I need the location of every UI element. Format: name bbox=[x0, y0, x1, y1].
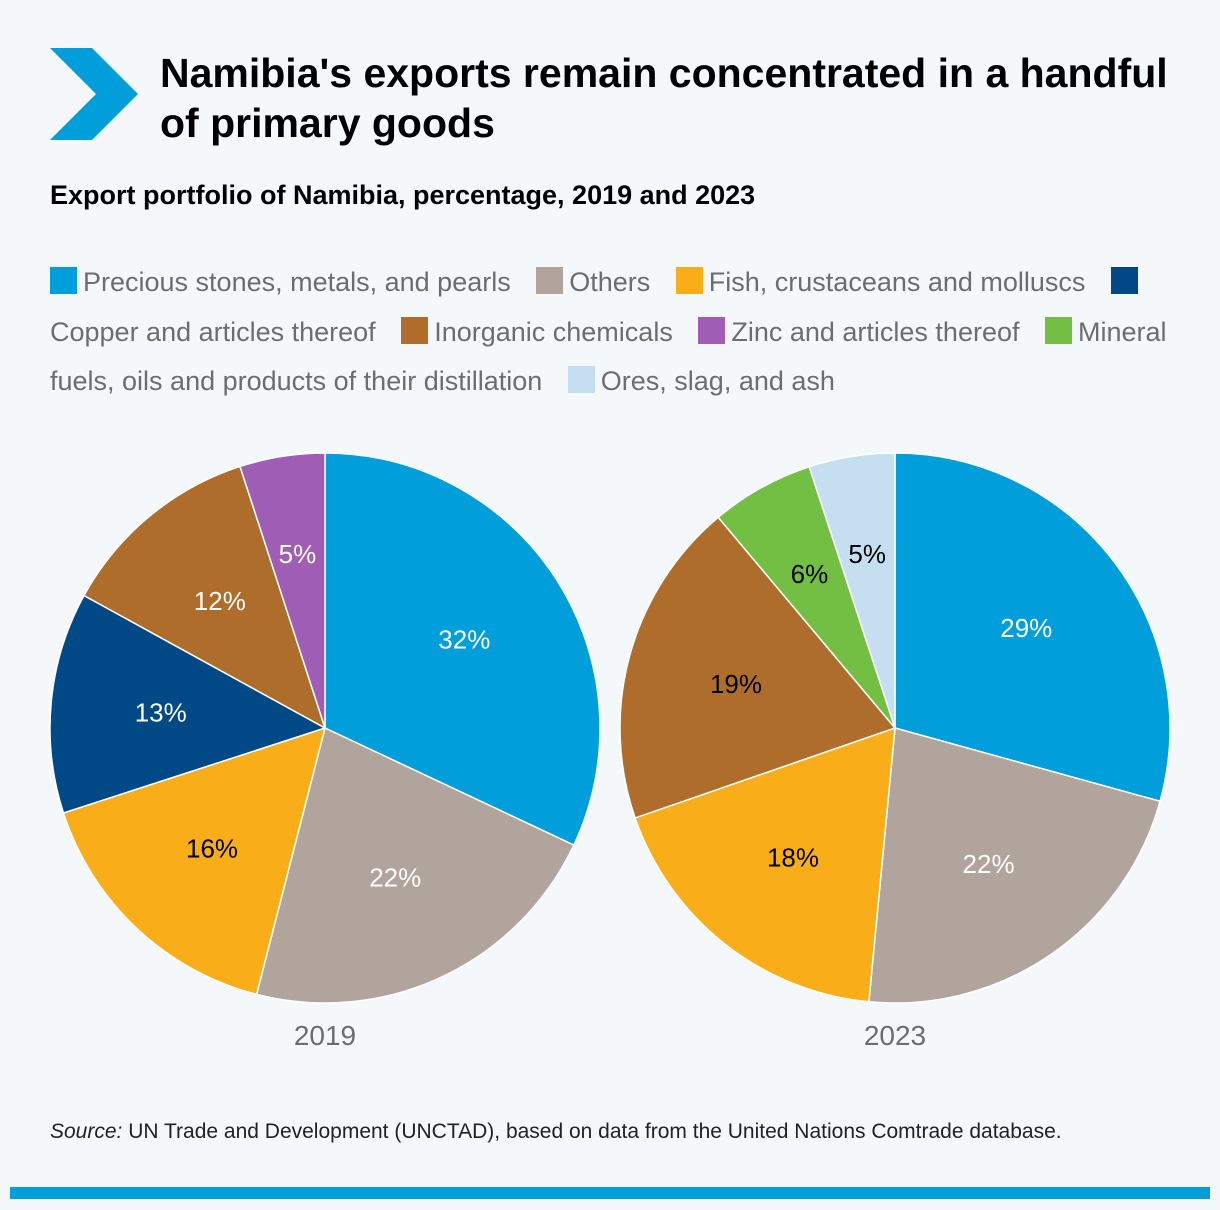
data-label: 5% bbox=[279, 539, 317, 569]
data-label: 6% bbox=[791, 559, 829, 589]
legend-item: Fish, crustaceans and molluscs bbox=[675, 267, 1086, 297]
data-label: 22% bbox=[963, 849, 1015, 879]
legend-swatch bbox=[536, 267, 564, 294]
legend-item: Precious stones, metals, and pearls bbox=[50, 267, 511, 297]
bottom-accent-bar bbox=[10, 1187, 1210, 1199]
legend-item: Zinc and articles thereof bbox=[698, 316, 1020, 347]
data-label: 5% bbox=[848, 539, 886, 569]
pie-slice bbox=[868, 727, 1161, 1004]
legend-swatch bbox=[1045, 316, 1072, 344]
pie-slice bbox=[634, 726, 896, 1003]
pie-slice bbox=[808, 452, 896, 729]
legend-item: Others bbox=[536, 267, 650, 297]
legend-swatch bbox=[698, 316, 726, 344]
data-label: 16% bbox=[186, 833, 238, 863]
data-label: 13% bbox=[135, 697, 187, 727]
legend-item: Copper and articles thereof bbox=[50, 267, 1144, 347]
chart-subtitle: Export portfolio of Namibia, percentage,… bbox=[50, 180, 756, 210]
legend-label: Precious stones, metals, and pearls bbox=[83, 267, 511, 297]
legend-item: Inorganic chemicals bbox=[401, 316, 673, 347]
legend-label: Inorganic chemicals bbox=[434, 316, 673, 347]
chevron-right-icon bbox=[50, 48, 138, 140]
pie-slice bbox=[255, 726, 575, 1004]
legend-label: Ores, slag, and ash bbox=[600, 366, 835, 396]
pie-slice bbox=[82, 465, 327, 730]
source-label: Source: bbox=[50, 1120, 123, 1143]
legend-label: Mineral fuels, oils and products of thei… bbox=[50, 316, 1167, 397]
pie-year-label: 2019 bbox=[294, 1020, 356, 1051]
legend-label: Copper and articles thereof bbox=[50, 316, 376, 347]
legend-swatch bbox=[567, 366, 595, 393]
pie-slice bbox=[49, 594, 327, 814]
pie-year-label: 2023 bbox=[864, 1020, 926, 1051]
data-label: 32% bbox=[438, 625, 490, 655]
legend-label: Fish, crustaceans and molluscs bbox=[708, 267, 1086, 297]
pie-slice bbox=[894, 452, 1171, 803]
legend-swatch bbox=[50, 267, 77, 294]
data-label: 18% bbox=[767, 843, 819, 873]
pie-slice bbox=[62, 726, 327, 996]
pie-slice bbox=[619, 516, 897, 819]
legend-label: Others bbox=[569, 267, 651, 297]
pie-charts: 32% 22% 16% 13% 12% 5% 2019 29% 22% 18% 19% 6% 5% 202… bbox=[49, 452, 1171, 1051]
data-label: 19% bbox=[710, 669, 762, 699]
data-label: 29% bbox=[1000, 613, 1052, 643]
pie-slice bbox=[324, 452, 601, 847]
chart-title: Namibia's exports remain concentrated in… bbox=[160, 50, 1168, 146]
legend-item: Ores, slag, and ash bbox=[567, 366, 835, 396]
legend: Precious stones, metals, and pearls Othe… bbox=[50, 258, 1180, 407]
legend-swatch bbox=[1110, 267, 1138, 294]
data-label: 22% bbox=[369, 862, 421, 892]
data-label: 12% bbox=[194, 586, 246, 616]
legend-item: Mineral fuels, oils and products of thei… bbox=[50, 316, 1167, 397]
pie-slice bbox=[239, 452, 326, 729]
legend-swatch bbox=[401, 316, 429, 344]
legend-swatch bbox=[675, 267, 703, 294]
source-note: Source: UN Trade and Development (UNCTAD… bbox=[50, 1120, 1062, 1144]
legend-label: Zinc and articles thereof bbox=[731, 316, 1020, 347]
source-text: UN Trade and Development (UNCTAD), based… bbox=[122, 1120, 1062, 1143]
